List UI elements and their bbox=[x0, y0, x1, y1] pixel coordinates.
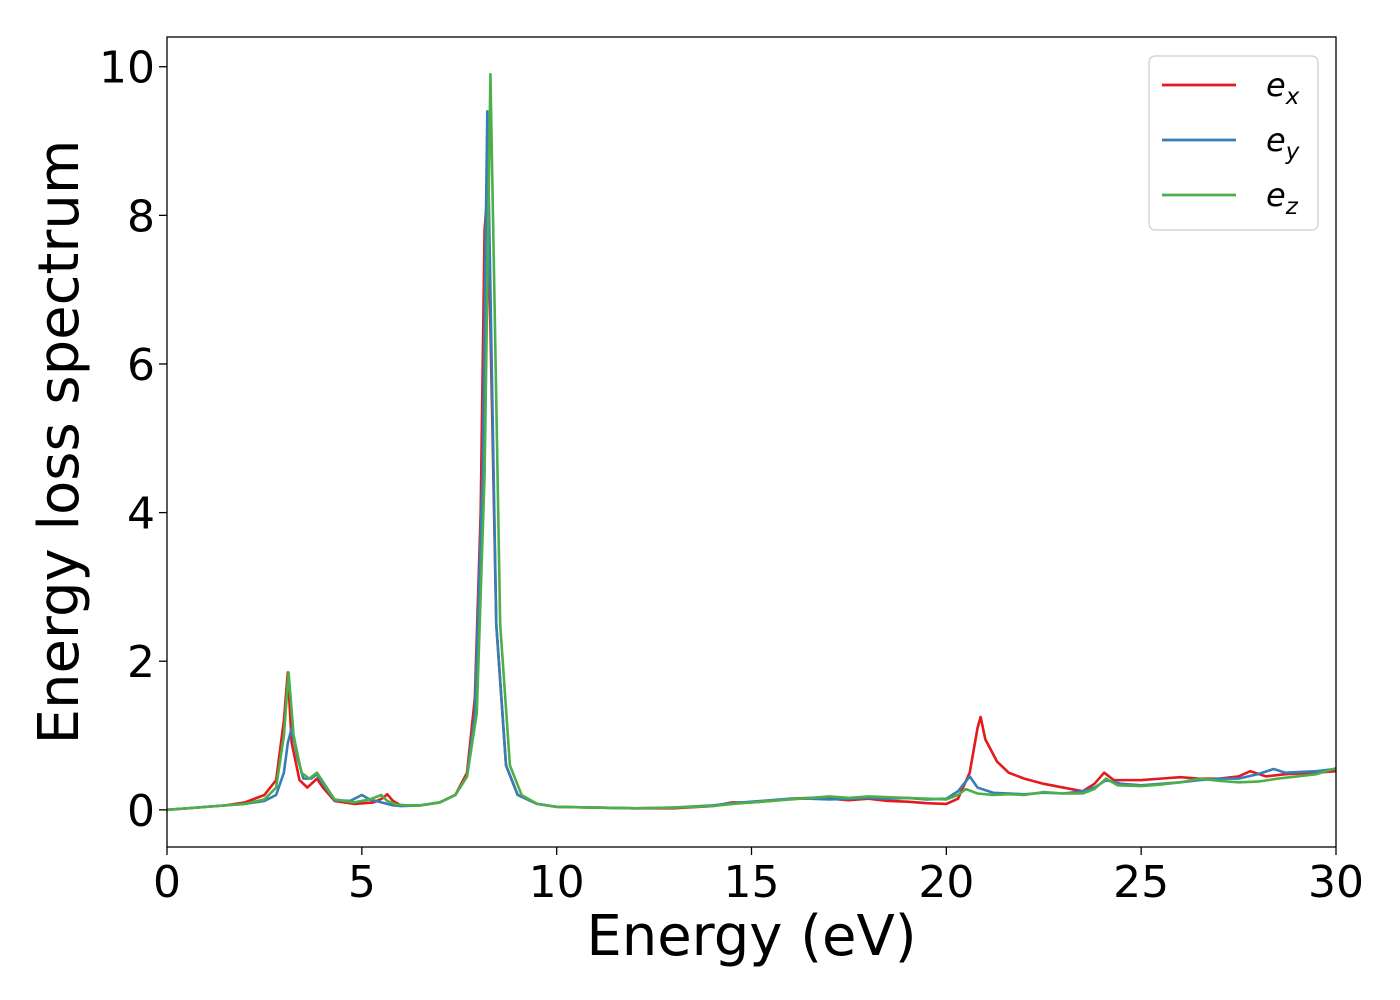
x-tick-label: 20 bbox=[918, 857, 974, 908]
series-line-z bbox=[167, 72, 1336, 812]
legend-label-y: ey bbox=[1266, 121, 1300, 165]
y-tick-label: 6 bbox=[127, 340, 155, 391]
legend-box bbox=[1148, 55, 1319, 231]
legend-label-z: ez bbox=[1266, 176, 1299, 220]
legend-label-base: e bbox=[1266, 121, 1286, 159]
x-tick-label: 30 bbox=[1308, 857, 1364, 908]
x-tick-label: 15 bbox=[724, 857, 780, 908]
x-tick-label: 10 bbox=[529, 857, 585, 908]
legend-label-base: e bbox=[1266, 66, 1286, 104]
y-axis-title: Energy loss spectrum bbox=[27, 140, 92, 745]
x-tick-label: 5 bbox=[348, 857, 376, 908]
legend-label-subscript: x bbox=[1285, 84, 1300, 110]
legend-label-subscript: z bbox=[1285, 194, 1299, 220]
legend-label-x: ex bbox=[1266, 66, 1300, 110]
x-tick-label: 25 bbox=[1113, 857, 1169, 908]
x-axis-title: Energy (eV) bbox=[586, 904, 916, 969]
y-tick-label: 2 bbox=[127, 637, 155, 688]
x-axis: 0 5 10 15 20 25 30 bbox=[153, 847, 1364, 908]
y-axis: 0 2 4 6 8 10 bbox=[99, 43, 167, 837]
y-tick-label: 4 bbox=[127, 489, 155, 540]
legend-label-subscript: y bbox=[1285, 139, 1300, 165]
legend-label-base: e bbox=[1266, 176, 1286, 214]
y-tick-label: 8 bbox=[127, 191, 155, 242]
y-tick-label: 10 bbox=[99, 43, 155, 94]
y-tick-label: 0 bbox=[127, 786, 155, 837]
series-layer bbox=[167, 72, 1336, 812]
x-tick-label: 0 bbox=[153, 857, 181, 908]
